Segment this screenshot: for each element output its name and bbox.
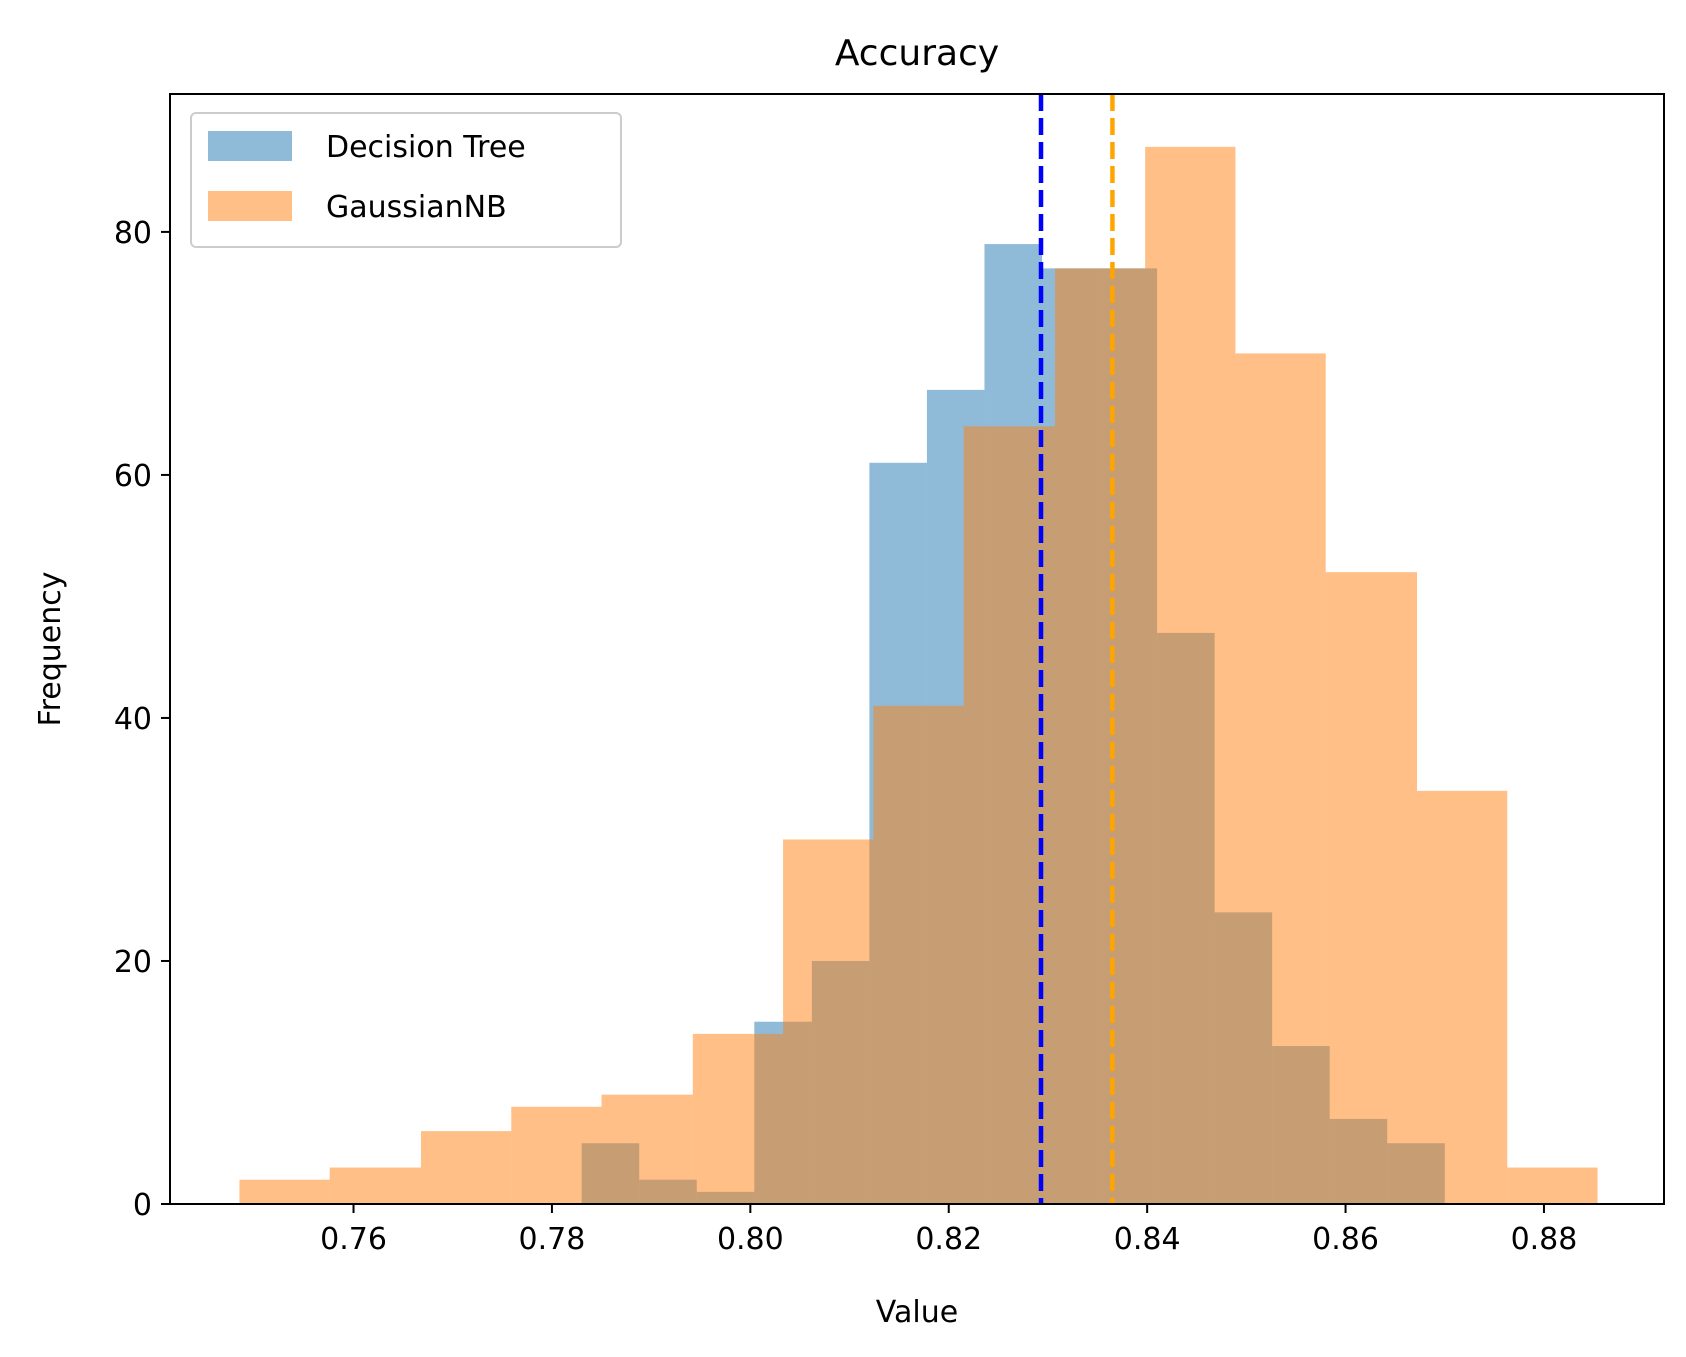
y-axis-label: Frequency [33, 572, 68, 727]
y-tick-label: 0 [133, 1188, 152, 1223]
bar-gaussiannb-0 [239, 1179, 330, 1204]
bar-gaussiannb-14 [1507, 1167, 1598, 1204]
legend: Decision Tree GaussianNB [190, 112, 622, 248]
y-tick-label: 60 [114, 459, 152, 494]
plot-area [239, 94, 1598, 1205]
bar-gaussiannb-9 [1054, 268, 1146, 1205]
axes-frame [169, 93, 1665, 1205]
x-tick-label: 0.88 [1511, 1222, 1578, 1257]
y-axis: 0 20 40 60 80 [114, 216, 170, 1223]
bar-gaussiannb-10 [1145, 146, 1236, 1204]
x-tick-label: 0.86 [1312, 1222, 1379, 1257]
y-tick-label: 40 [114, 702, 152, 737]
legend-swatch-decision-tree [208, 131, 292, 161]
x-tick-label: 0.82 [915, 1222, 982, 1257]
x-tick-label: 0.84 [1114, 1222, 1181, 1257]
x-axis: 0.76 0.78 0.80 0.82 0.84 0.86 0.88 [320, 1204, 1577, 1257]
bar-gaussiannb-12 [1325, 572, 1417, 1204]
y-tick-label: 20 [114, 945, 152, 980]
bar-gaussiannb-2 [420, 1131, 512, 1204]
x-tick-label: 0.76 [320, 1222, 387, 1257]
chart-title: Accuracy [835, 33, 999, 74]
legend-swatch-gaussiannb [208, 191, 292, 221]
bar-gaussiannb-1 [329, 1167, 421, 1204]
bar-gaussiannb-3 [511, 1106, 602, 1204]
x-axis-label: Value [876, 1295, 958, 1330]
bar-gaussiannb-11 [1235, 353, 1326, 1204]
legend-box [190, 112, 622, 248]
legend-label-decision-tree: Decision Tree [326, 130, 526, 165]
series-gaussiannb [239, 146, 1598, 1205]
x-tick-label: 0.78 [519, 1222, 586, 1257]
bar-gaussiannb-5 [692, 1033, 784, 1204]
bar-gaussiannb-4 [601, 1094, 693, 1204]
y-tick-label: 80 [114, 216, 152, 251]
bar-gaussiannb-7 [873, 705, 964, 1204]
legend-label-gaussiannb: GaussianNB [326, 190, 507, 225]
bar-gaussiannb-6 [783, 839, 874, 1204]
x-tick-label: 0.80 [717, 1222, 784, 1257]
bar-gaussiannb-13 [1416, 790, 1508, 1204]
